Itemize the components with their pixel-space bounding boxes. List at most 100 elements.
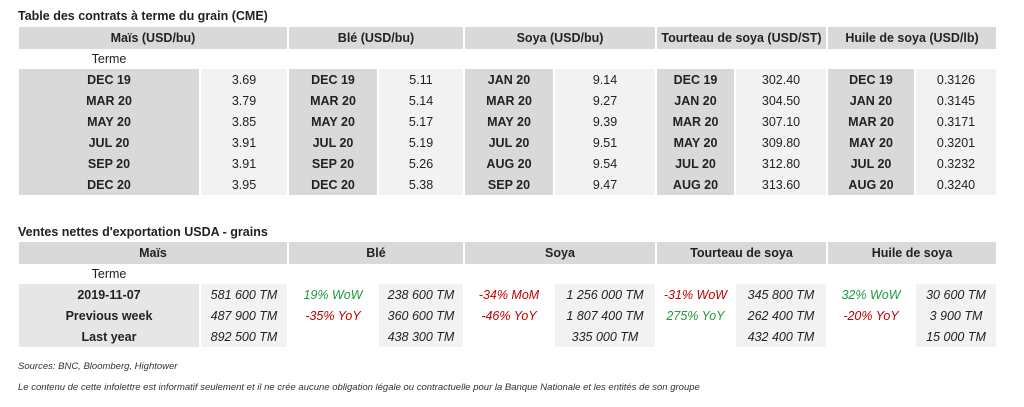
contract-price: 9.54 (555, 153, 655, 174)
contract-month: JUL 20 (289, 132, 377, 153)
export-volume: 487 900 TM (201, 305, 287, 326)
change-percent: -34% MoM (478, 287, 540, 302)
change-percent: -46% YoY (481, 308, 537, 323)
change-percent (657, 326, 734, 347)
export-volume: 1 807 400 TM (555, 305, 655, 326)
column-header: Soya (USD/bu) (465, 27, 655, 49)
contract-month: DEC 19 (828, 69, 914, 90)
futures-row: MAY 20 3.85 MAY 20 5.17 MAY 20 9.39 MAR 20 307.… (19, 111, 996, 132)
export-volume: 238 600 TM (379, 284, 463, 305)
futures-body: DEC 19 3.69 DEC 19 5.11 JAN 20 9.14 DEC 19 302.… (19, 69, 996, 195)
period-label: Last year (19, 326, 199, 347)
contract-price: 312.80 (736, 153, 826, 174)
contract-month: SEP 20 (289, 153, 377, 174)
contract-price: 304.50 (736, 90, 826, 111)
contract-month: MAY 20 (657, 132, 734, 153)
contract-month: JAN 20 (828, 90, 914, 111)
exports-row: Last year 892 500 TM 438 300 TM 335 000 TM 4… (19, 326, 996, 347)
contract-month: AUG 20 (465, 153, 553, 174)
column-header: Huile de soya (828, 242, 996, 264)
column-header: Blé (USD/bu) (289, 27, 463, 49)
exports-terme-row: Terme (19, 264, 996, 284)
contract-month: MAY 20 (289, 111, 377, 132)
futures-title: Table des contrats à terme du grain (CME… (18, 9, 268, 23)
contract-price: 5.26 (379, 153, 463, 174)
contract-month: DEC 20 (289, 174, 377, 195)
contract-price: 9.47 (555, 174, 655, 195)
contract-price: 5.17 (379, 111, 463, 132)
change-percent (465, 326, 553, 347)
exports-body: 2019-11-07 581 600 TM 19% WoW 238 600 TM -34… (19, 284, 996, 347)
contract-month: DEC 19 (289, 69, 377, 90)
export-volume: 438 300 TM (379, 326, 463, 347)
futures-row: DEC 20 3.95 DEC 20 5.38 SEP 20 9.47 AUG 20 313.… (19, 174, 996, 195)
contract-month: MAR 20 (465, 90, 553, 111)
contract-price: 313.60 (736, 174, 826, 195)
contract-month: JAN 20 (465, 69, 553, 90)
contract-month: DEC 19 (657, 69, 734, 90)
contract-price: 5.19 (379, 132, 463, 153)
contract-price: 0.3201 (916, 132, 996, 153)
contract-month: JUL 20 (19, 132, 199, 153)
change-percent: 19% WoW (303, 287, 363, 302)
contract-month: MAY 20 (465, 111, 553, 132)
export-volume: 30 600 TM (916, 284, 996, 305)
contract-price: 9.27 (555, 90, 655, 111)
contract-month: MAR 20 (657, 111, 734, 132)
exports-table: Maïs Blé Soya Tourteau de soya Huile de … (17, 242, 998, 347)
change-percent: -35% YoY (305, 308, 361, 323)
column-header: Maïs (19, 242, 287, 264)
change-percent: -20% YoY (843, 308, 899, 323)
futures-row: DEC 19 3.69 DEC 19 5.11 JAN 20 9.14 DEC 19 302.… (19, 69, 996, 90)
column-header: Blé (289, 242, 463, 264)
contract-month: SEP 20 (465, 174, 553, 195)
contract-price: 309.80 (736, 132, 826, 153)
futures-row: MAR 20 3.79 MAR 20 5.14 MAR 20 9.27 JAN 20 304.… (19, 90, 996, 111)
contract-month: MAR 20 (19, 90, 199, 111)
contract-price: 3.79 (201, 90, 287, 111)
export-volume: 432 400 TM (736, 326, 826, 347)
column-header: Maïs (USD/bu) (19, 27, 287, 49)
terme-label: Terme (91, 267, 127, 281)
exports-row: 2019-11-07 581 600 TM 19% WoW 238 600 TM -34… (19, 284, 996, 305)
contract-price: 3.85 (201, 111, 287, 132)
sources-note: Sources: BNC, Bloomberg, Hightower (18, 361, 178, 372)
contract-month: JUL 20 (465, 132, 553, 153)
contract-price: 0.3145 (916, 90, 996, 111)
contract-price: 3.91 (201, 132, 287, 153)
change-percent: 275% YoY (666, 308, 725, 323)
contract-price: 5.14 (379, 90, 463, 111)
contract-month: MAY 20 (19, 111, 199, 132)
contract-price: 302.40 (736, 69, 826, 90)
column-header: Soya (465, 242, 655, 264)
futures-row: JUL 20 3.91 JUL 20 5.19 JUL 20 9.51 MAY 20 309.… (19, 132, 996, 153)
export-volume: 892 500 TM (201, 326, 287, 347)
export-volume: 360 600 TM (379, 305, 463, 326)
contract-month: AUG 20 (828, 174, 914, 195)
contract-month: MAR 20 (289, 90, 377, 111)
period-label: Previous week (19, 305, 199, 326)
contract-price: 9.39 (555, 111, 655, 132)
terme-label: Terme (91, 52, 127, 66)
contract-month: MAY 20 (828, 132, 914, 153)
contract-month: DEC 20 (19, 174, 199, 195)
contract-price: 3.91 (201, 153, 287, 174)
futures-row: SEP 20 3.91 SEP 20 5.26 AUG 20 9.54 JUL 20 312.… (19, 153, 996, 174)
change-percent: -31% WoW (663, 287, 728, 302)
export-volume: 15 000 TM (916, 326, 996, 347)
export-volume: 262 400 TM (736, 305, 826, 326)
contract-price: 307.10 (736, 111, 826, 132)
exports-title: Ventes nettes d'exportation USDA - grain… (18, 225, 268, 239)
contract-month: DEC 19 (19, 69, 199, 90)
futures-header-row: Maïs (USD/bu) Blé (USD/bu) Soya (USD/bu)… (19, 27, 996, 49)
column-header: Tourteau de soya (USD/ST) (657, 27, 826, 49)
contract-price: 5.38 (379, 174, 463, 195)
change-percent (828, 326, 914, 347)
contract-month: AUG 20 (657, 174, 734, 195)
contract-price: 0.3240 (916, 174, 996, 195)
contract-price: 9.51 (555, 132, 655, 153)
contract-price: 5.11 (379, 69, 463, 90)
contract-price: 3.69 (201, 69, 287, 90)
exports-row: Previous week 487 900 TM -35% YoY 360 600 T… (19, 305, 996, 326)
export-volume: 1 256 000 TM (555, 284, 655, 305)
